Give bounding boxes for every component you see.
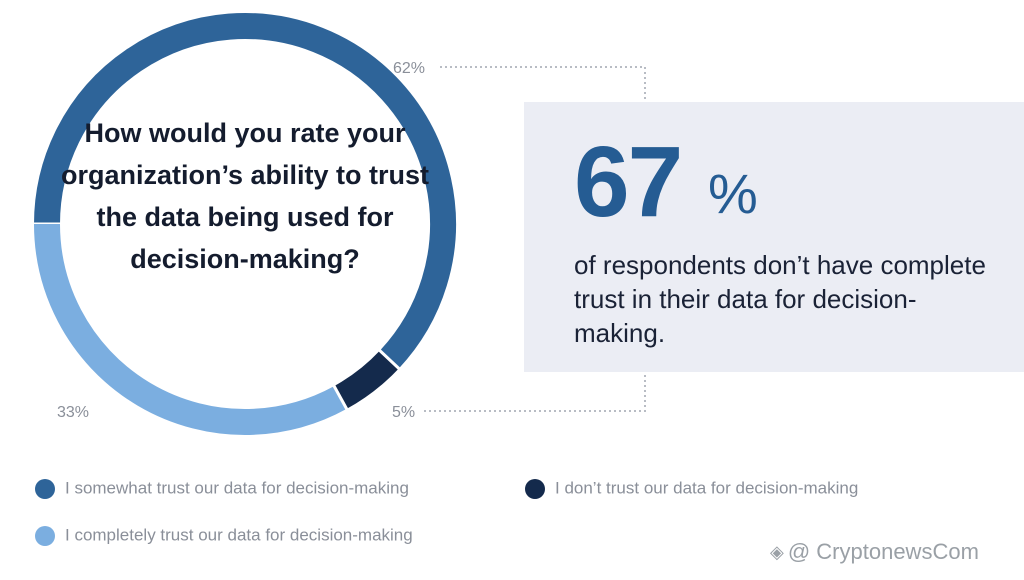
slice-separator — [378, 348, 401, 371]
stat-percent-sign: % — [708, 162, 758, 225]
watermark-text: @ CryptonewsCom — [787, 539, 979, 565]
binance-logo-icon: ◈ — [770, 541, 784, 562]
stat-callout: 67 % of respondents don’t have complete … — [524, 102, 1024, 372]
legend-item-dont: I don’t trust our data for decision-maki… — [525, 478, 858, 499]
donut-slice-5pct — [333, 350, 399, 409]
legend-swatch — [35, 478, 55, 499]
slice-label-62: 62% — [393, 60, 425, 77]
donut-slice-33pct — [34, 223, 347, 435]
slice-separator — [332, 384, 349, 411]
slice-label-33: 33% — [57, 404, 89, 421]
stat-number: 67 — [574, 126, 683, 238]
legend-label: I somewhat trust our data for decision-m… — [65, 478, 409, 498]
slice-label-5: 5% — [392, 404, 415, 421]
donut-slice-62pct — [34, 13, 456, 369]
legend-item-somewhat: I somewhat trust our data for decision-m… — [35, 478, 409, 499]
connector-5 — [424, 374, 646, 412]
chart-title: How would you rate your organization’s a… — [60, 118, 430, 274]
stat-description: of respondents don’t have complete trust… — [574, 250, 986, 348]
connector-62 — [440, 66, 646, 100]
legend-label: I don’t trust our data for decision-maki… — [555, 478, 859, 498]
legend-swatch — [35, 525, 55, 546]
legend-item-completely: I completely trust our data for decision… — [35, 525, 413, 546]
legend-swatch — [525, 478, 545, 499]
watermark: ◈ @ CryptonewsCom — [770, 538, 979, 565]
legend-label: I completely trust our data for decision… — [65, 525, 413, 545]
